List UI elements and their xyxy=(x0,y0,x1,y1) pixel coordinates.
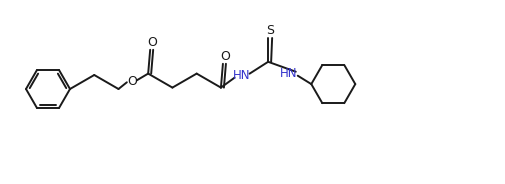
Text: HN: HN xyxy=(279,67,297,80)
Text: O: O xyxy=(127,75,136,88)
Text: O: O xyxy=(147,36,157,49)
Text: S: S xyxy=(266,24,274,38)
Text: O: O xyxy=(220,50,229,63)
Text: HN: HN xyxy=(232,69,250,82)
